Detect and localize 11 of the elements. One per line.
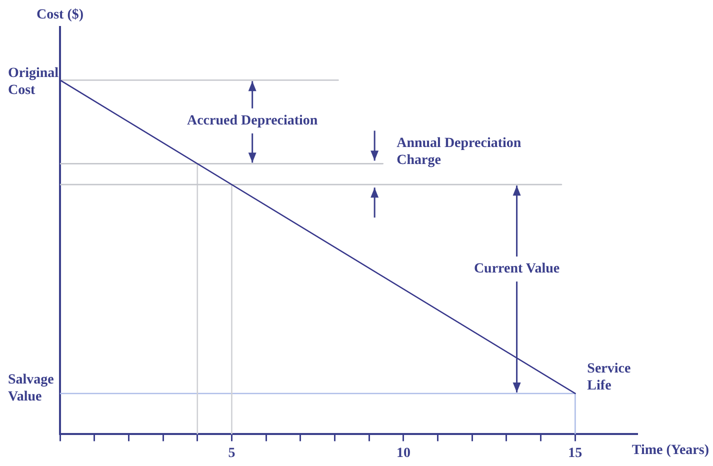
x-axis-title: Time (Years) [632, 442, 710, 458]
text: Original Cost [8, 66, 59, 98]
annotation: Annual Depreciation Charge [396, 136, 522, 168]
annotation: Service Life [587, 362, 631, 394]
text: Salvage Value [8, 372, 54, 405]
x-tick-label: 10 [396, 446, 410, 462]
annotation: Current Value [474, 262, 560, 277]
y-axis-title: Cost ($) [36, 8, 84, 23]
x-tick-label: 5 [228, 446, 236, 462]
x-tick-label: 15 [568, 446, 582, 462]
annotation: Accrued Depreciation [186, 114, 318, 129]
